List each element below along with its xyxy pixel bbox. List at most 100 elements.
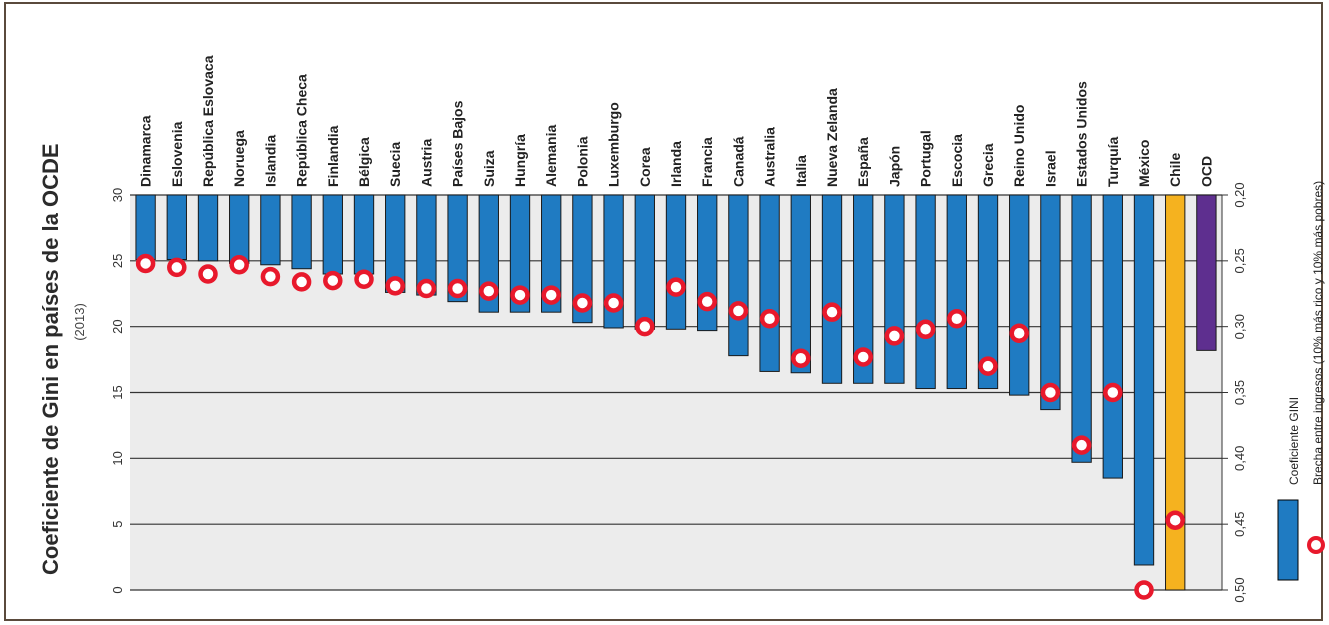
bar-19	[728, 194, 749, 357]
marker-27	[978, 356, 998, 376]
category-label: Dinamarca	[138, 115, 154, 187]
left-tick-label: 30	[110, 188, 125, 202]
legend-bar-label: Coeficiente GINI	[1287, 397, 1301, 485]
marker-25	[915, 319, 936, 340]
marker-8	[385, 276, 405, 296]
marker-9	[416, 278, 437, 299]
marker-3	[229, 255, 249, 275]
category-label: Turquía	[1105, 136, 1121, 187]
category-label: Escocia	[949, 134, 965, 187]
bar-30	[1071, 194, 1092, 463]
bar-1	[166, 194, 187, 261]
bar-32	[1133, 194, 1155, 566]
category-label: Alemania	[543, 125, 559, 187]
category-label: Polonia	[574, 136, 590, 187]
bars-layer	[135, 194, 1217, 591]
bar-6	[322, 194, 343, 275]
labels-layer: 0 5 10 15 20 25 30 0,20 0,25 0,30 0,35 0,40 0,45 0,50…	[110, 55, 1247, 602]
chart-subtitle: (2013)	[72, 303, 87, 341]
category-label: Islandia	[262, 135, 278, 187]
category-label: Francia	[699, 137, 715, 187]
category-label: República Checa	[294, 74, 310, 187]
category-label: Grecia	[980, 143, 996, 187]
category-label: Suecia	[387, 142, 403, 187]
bar-33	[1165, 194, 1186, 591]
right-tick-label: 0,40	[1232, 446, 1247, 471]
category-label: Italia	[793, 155, 809, 187]
legend: Coeficiente GINI Brecha entre ingresos (…	[1277, 181, 1325, 581]
right-tick-label: 0,20	[1232, 182, 1247, 207]
bar-28	[1009, 194, 1030, 396]
left-tick-label: 10	[110, 451, 125, 465]
category-label: España	[855, 137, 871, 187]
marker-4	[260, 266, 281, 287]
legend-bar-swatch	[1277, 499, 1299, 581]
category-label: Irlanda	[668, 141, 684, 187]
marker-18	[697, 291, 717, 312]
marker-11	[479, 281, 499, 301]
bar-20	[759, 194, 780, 372]
bar-17	[665, 194, 687, 330]
marker-15	[603, 293, 624, 313]
category-label: Austria	[418, 139, 434, 187]
marker-2	[198, 264, 218, 284]
category-label: Finlandia	[325, 125, 341, 187]
bar-26	[946, 194, 967, 390]
marker-6	[323, 270, 343, 291]
category-label: Corea	[637, 147, 653, 187]
category-label: Suiza	[481, 150, 497, 187]
category-label: Reino Unido	[1011, 105, 1027, 187]
category-label: OCD	[1198, 156, 1214, 187]
bar-13	[541, 194, 562, 313]
marker-23	[853, 347, 873, 367]
bar-3	[229, 194, 250, 264]
marker-29	[1040, 382, 1061, 403]
bar-7	[353, 194, 375, 275]
marker-30	[1071, 435, 1092, 455]
category-label: Bélgica	[356, 137, 372, 187]
marker-33	[1165, 510, 1185, 530]
marker-19	[728, 301, 749, 321]
bar-0	[135, 194, 156, 261]
bar-21	[790, 194, 811, 374]
category-label: Portugal	[918, 130, 934, 187]
right-tick-label: 0,50	[1232, 577, 1247, 602]
category-label: Estados Unidos	[1074, 81, 1090, 187]
right-tick-label: 0,25	[1232, 248, 1247, 273]
category-label: Luxemburgo	[606, 102, 622, 187]
bar-10	[447, 194, 468, 303]
right-tick-label: 0,30	[1232, 314, 1247, 339]
bar-5	[291, 194, 312, 270]
bar-27	[977, 194, 999, 390]
marker-16	[635, 316, 655, 337]
category-label: Chile	[1167, 153, 1183, 187]
bar-23	[853, 194, 874, 384]
left-tick-label: 20	[110, 319, 125, 333]
category-label: Israel	[1042, 150, 1058, 187]
left-tick-label: 25	[110, 254, 125, 268]
marker-24	[884, 326, 905, 346]
marker-20	[759, 309, 780, 329]
marker-12	[510, 285, 530, 305]
bar-4	[260, 194, 281, 266]
marker-1	[167, 257, 187, 278]
category-label: Noruega	[231, 130, 247, 187]
bar-29	[1040, 194, 1061, 411]
marker-14	[572, 293, 593, 313]
marker-32	[1134, 580, 1154, 600]
category-label: Nueva Zelanda	[824, 88, 840, 187]
marker-31	[1103, 382, 1123, 403]
bar-25	[915, 194, 936, 390]
marker-10	[447, 278, 468, 299]
legend-circle-label: Brecha entre ingresos (10% más rico y 10…	[1311, 181, 1325, 485]
marker-0	[135, 253, 156, 274]
category-label: Australia	[762, 127, 778, 187]
left-tick-label: 5	[110, 521, 125, 528]
category-label: Canadá	[730, 136, 746, 187]
bar-24	[884, 194, 905, 384]
category-label: México	[1136, 140, 1152, 187]
marker-26	[947, 309, 967, 329]
category-label: Eslovenia	[169, 121, 185, 187]
bar-16	[634, 194, 655, 330]
